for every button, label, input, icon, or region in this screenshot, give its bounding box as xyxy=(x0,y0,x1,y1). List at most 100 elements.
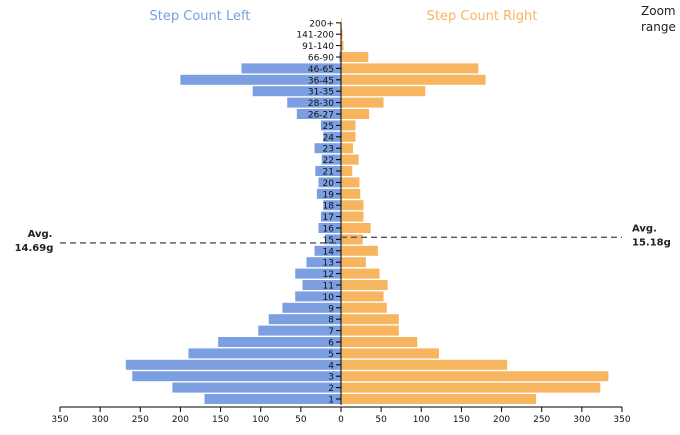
value-tick-label: 350 xyxy=(51,415,68,425)
value-tick-label: 150 xyxy=(212,415,229,425)
bar-left-2 xyxy=(172,382,341,393)
avg-right-value: 15.18g xyxy=(632,237,671,248)
zoom-range-label[interactable]: Zoom range xyxy=(641,4,679,34)
bar-left-21 xyxy=(315,166,341,176)
category-label-5: 5 xyxy=(328,350,334,360)
bar-right-10 xyxy=(341,291,384,302)
left-series-bars xyxy=(125,52,341,404)
bar-left-6 xyxy=(218,337,341,347)
avg-left-value: 14.69g xyxy=(15,243,54,254)
value-tick-label: 200 xyxy=(172,415,189,425)
category-label-91-140: 91-140 xyxy=(302,42,334,52)
bar-right-5 xyxy=(341,348,439,359)
category-axis: 1234567891011121314151617181920212223242… xyxy=(296,19,342,406)
bar-right-11 xyxy=(341,280,388,290)
category-label-9: 9 xyxy=(328,304,334,314)
bar-left-25 xyxy=(320,120,341,131)
category-label-46-65: 46-65 xyxy=(308,65,334,75)
bar-right-91-140 xyxy=(341,40,344,51)
bar-right-13 xyxy=(341,257,366,268)
legend-left-series: Step Count Left xyxy=(150,9,251,24)
bar-right-25 xyxy=(341,120,356,131)
bar-left-46-65 xyxy=(241,63,341,74)
bar-right-3 xyxy=(341,371,609,382)
bar-right-8 xyxy=(341,314,399,325)
bar-right-24 xyxy=(341,131,356,142)
value-tick-label: 300 xyxy=(92,415,109,425)
average-lines: Avg. 14.69g Avg. 15.18g xyxy=(15,223,671,254)
value-axis: 350 300 250 200 150 100 50 0 50 100 150 200 250 300 35… xyxy=(51,406,631,425)
value-tick-label: 0 xyxy=(338,415,344,425)
bar-right-66-90 xyxy=(341,52,369,62)
bar-right-15 xyxy=(341,234,363,245)
bar-right-26-27 xyxy=(341,109,370,119)
zoom-label-line2[interactable]: range xyxy=(641,20,676,34)
value-tick-label: 50 xyxy=(375,415,387,425)
avg-left-label: Avg. xyxy=(28,229,53,240)
bar-left-20 xyxy=(318,177,341,188)
category-label-17: 17 xyxy=(323,213,334,223)
bar-right-17 xyxy=(341,211,364,222)
bar-left-12 xyxy=(295,268,341,279)
category-label-8: 8 xyxy=(328,316,334,326)
value-tick-label: 350 xyxy=(613,415,630,425)
bar-right-28-30 xyxy=(341,97,384,108)
bar-left-15 xyxy=(324,234,341,245)
bar-right-12 xyxy=(341,268,380,279)
bar-left-10 xyxy=(295,291,341,302)
bar-right-21 xyxy=(341,166,353,176)
category-label-200+: 200+ xyxy=(309,19,334,29)
category-label-26-27: 26-27 xyxy=(308,111,334,121)
value-tick-label: 250 xyxy=(533,415,550,425)
category-label-12: 12 xyxy=(323,270,334,280)
value-tick-label: 250 xyxy=(132,415,149,425)
bar-right-23 xyxy=(341,143,354,154)
category-label-6: 6 xyxy=(328,339,334,349)
bar-left-31-35 xyxy=(252,86,341,97)
value-tick-label: 200 xyxy=(493,415,510,425)
bar-left-26-27 xyxy=(296,109,341,119)
bar-left-9 xyxy=(282,302,341,313)
category-label-22: 22 xyxy=(323,156,334,166)
value-tick-label: 100 xyxy=(413,415,430,425)
bar-left-18 xyxy=(323,200,341,211)
bar-right-2 xyxy=(341,382,601,393)
category-label-15: 15 xyxy=(323,236,334,246)
bar-right-16 xyxy=(341,223,371,233)
bar-left-11 xyxy=(302,280,341,290)
category-label-2: 2 xyxy=(328,384,334,394)
zoom-label-line1[interactable]: Zoom xyxy=(641,4,676,18)
bar-left-7 xyxy=(258,325,341,336)
category-label-25: 25 xyxy=(323,122,334,132)
category-label-14: 14 xyxy=(323,247,335,257)
category-label-36-45: 36-45 xyxy=(308,76,334,86)
category-label-24: 24 xyxy=(323,133,335,143)
category-label-16: 16 xyxy=(323,225,335,235)
category-label-3: 3 xyxy=(328,373,334,383)
category-label-10: 10 xyxy=(323,293,335,303)
category-label-1: 1 xyxy=(328,396,334,406)
bar-right-6 xyxy=(341,337,418,347)
bar-right-31-35 xyxy=(341,86,426,97)
bar-left-13 xyxy=(306,257,341,268)
category-label-13: 13 xyxy=(323,259,334,269)
category-label-66-90: 66-90 xyxy=(308,54,334,64)
category-label-19: 19 xyxy=(323,190,335,200)
bar-left-14 xyxy=(314,245,341,256)
bar-right-18 xyxy=(341,200,364,211)
bar-right-36-45 xyxy=(341,74,486,85)
category-label-141-200: 141-200 xyxy=(296,31,334,41)
bar-right-19 xyxy=(341,188,361,199)
category-label-7: 7 xyxy=(328,327,334,337)
bar-left-23 xyxy=(314,143,341,154)
bar-right-14 xyxy=(341,245,378,256)
bar-left-24 xyxy=(323,131,341,142)
right-series-bars xyxy=(341,17,609,404)
bar-left-3 xyxy=(132,371,341,382)
value-tick-label: 150 xyxy=(453,415,470,425)
bar-left-19 xyxy=(316,188,341,199)
bar-left-22 xyxy=(321,154,341,165)
category-label-4: 4 xyxy=(328,361,334,371)
avg-right-label: Avg. xyxy=(632,223,657,234)
